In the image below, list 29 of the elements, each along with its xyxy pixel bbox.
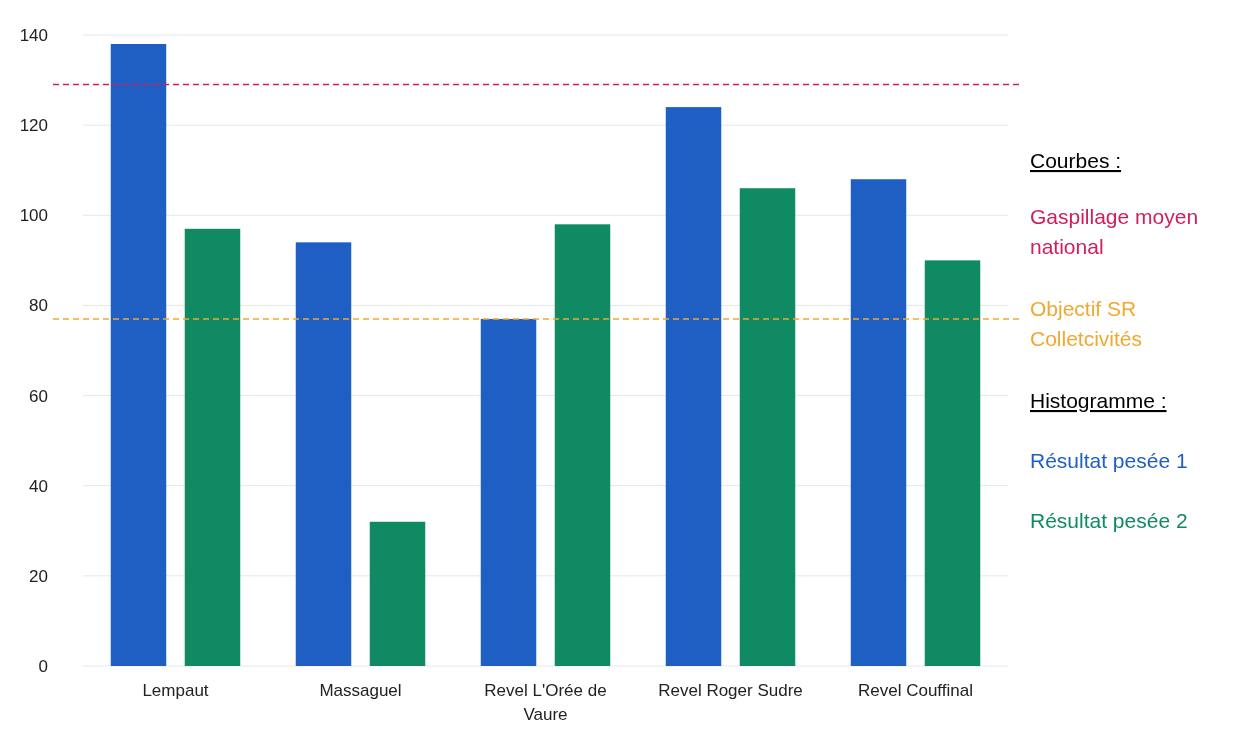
bar: [739, 188, 796, 666]
x-tick-label: Revel Couffinal: [858, 681, 973, 700]
bar: [554, 224, 611, 666]
bar: [480, 318, 537, 666]
ref-line-label: Gaspillage moyen national: [1030, 205, 1199, 258]
y-tick-label: 100: [19, 206, 48, 226]
y-tick-label: 80: [29, 296, 48, 316]
bar: [850, 179, 907, 666]
x-tick-label: Massaguel: [319, 681, 402, 700]
bar: [184, 228, 241, 666]
ref-line-label: Objectif SR Colletcivités: [1030, 297, 1143, 350]
y-tick-label: 60: [29, 386, 48, 406]
text: Résultat pesée 2: [1030, 509, 1188, 532]
x-tick-label: Lempaut: [142, 681, 209, 700]
bar: [665, 107, 722, 666]
text: Histogramme :: [1030, 389, 1167, 412]
bar: [369, 521, 426, 666]
text: Résultat pesée 1: [1030, 449, 1188, 472]
text: Courbes :: [1030, 149, 1122, 172]
x-tick-label: Revel L'Orée de Vaure: [484, 681, 607, 724]
y-tick-label: 140: [19, 25, 48, 45]
bar: [110, 44, 167, 666]
x-tick-label: Revel Roger Sudre: [658, 681, 803, 700]
y-tick-label: 20: [29, 566, 48, 586]
bar: [924, 260, 981, 666]
y-tick-label: 0: [38, 656, 48, 676]
y-tick-label: 120: [19, 116, 48, 136]
y-tick-label: 40: [29, 476, 48, 496]
bar: [295, 242, 352, 666]
